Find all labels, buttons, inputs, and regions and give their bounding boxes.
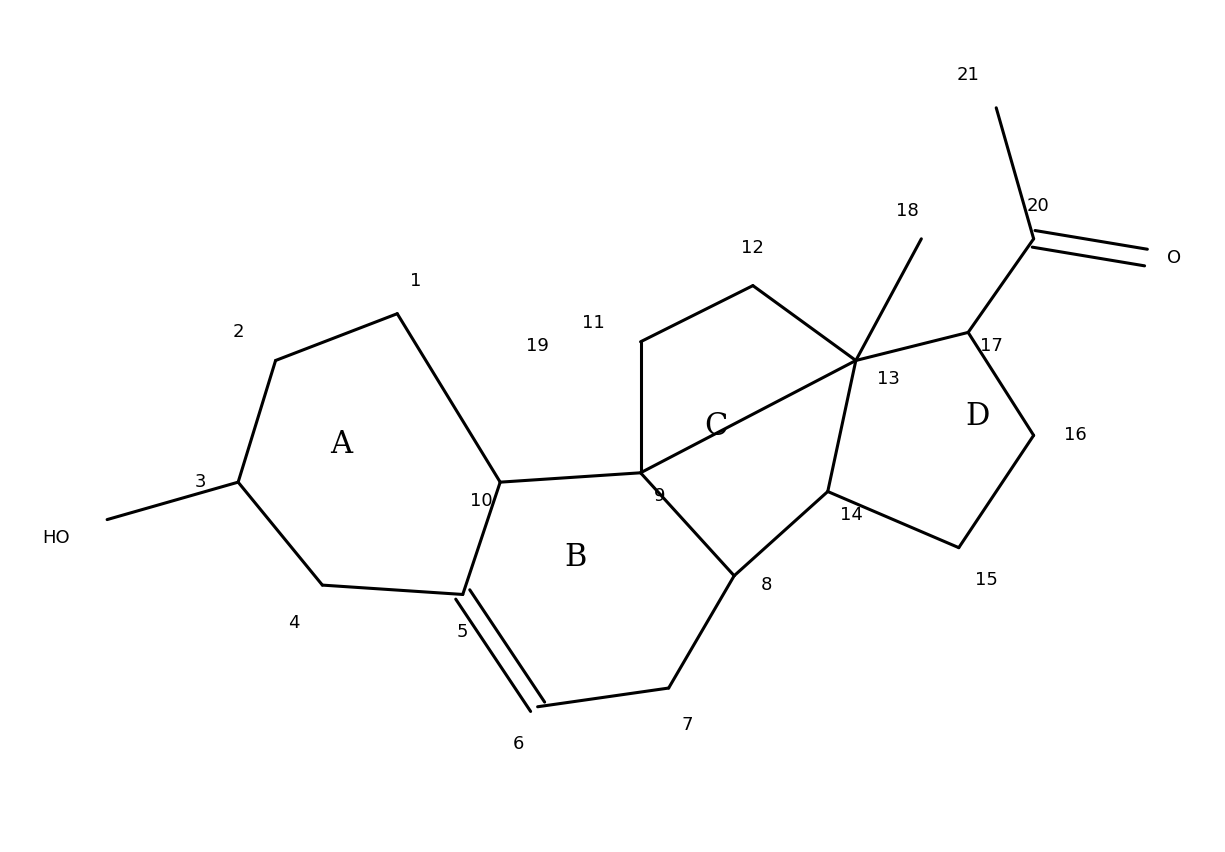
Text: 5: 5 bbox=[457, 623, 468, 641]
Text: 1: 1 bbox=[410, 272, 421, 290]
Text: 16: 16 bbox=[1065, 426, 1087, 445]
Text: HO: HO bbox=[42, 529, 70, 547]
Text: O: O bbox=[1167, 249, 1181, 267]
Text: 17: 17 bbox=[980, 337, 1003, 355]
Text: 6: 6 bbox=[513, 735, 524, 753]
Text: 2: 2 bbox=[233, 324, 244, 342]
Text: 18: 18 bbox=[895, 202, 919, 220]
Text: 9: 9 bbox=[654, 487, 665, 505]
Text: 15: 15 bbox=[975, 572, 998, 590]
Text: B: B bbox=[564, 542, 587, 573]
Text: 14: 14 bbox=[839, 506, 862, 524]
Text: 3: 3 bbox=[195, 473, 207, 491]
Text: 12: 12 bbox=[741, 239, 764, 257]
Text: 7: 7 bbox=[681, 717, 693, 734]
Text: 4: 4 bbox=[289, 613, 300, 631]
Text: 21: 21 bbox=[957, 66, 980, 84]
Text: C: C bbox=[703, 411, 728, 441]
Text: A: A bbox=[330, 429, 352, 460]
Text: 19: 19 bbox=[527, 337, 549, 355]
Text: 20: 20 bbox=[1027, 197, 1050, 215]
Text: 10: 10 bbox=[470, 492, 492, 509]
Text: 11: 11 bbox=[582, 314, 605, 332]
Text: 8: 8 bbox=[761, 576, 773, 594]
Text: 13: 13 bbox=[877, 371, 900, 389]
Text: D: D bbox=[965, 401, 990, 432]
